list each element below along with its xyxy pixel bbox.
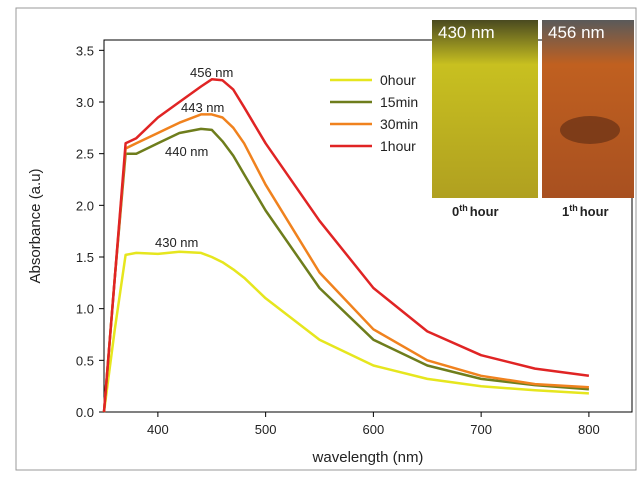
y-tick-label: 2.0 bbox=[76, 198, 94, 213]
y-tick-label: 0.5 bbox=[76, 353, 94, 368]
series-line bbox=[102, 78, 590, 413]
y-tick-label: 1.0 bbox=[76, 302, 94, 317]
y-axis-label: Absorbance (a.u) bbox=[27, 168, 44, 283]
series-line bbox=[102, 113, 589, 413]
peak-annotation: 443 nm bbox=[181, 100, 224, 115]
caption-sup: th bbox=[569, 203, 578, 213]
x-tick-label: 800 bbox=[578, 422, 600, 437]
peak-annotation: 440 nm bbox=[165, 144, 208, 159]
inset-caption: 1th hour bbox=[562, 203, 609, 219]
legend-label: 1hour bbox=[380, 138, 416, 154]
y-tick-label: 3.5 bbox=[76, 43, 94, 58]
caption-rest: hour bbox=[470, 204, 499, 219]
caption-base: 0 bbox=[452, 204, 459, 219]
inset-stir-bar bbox=[560, 116, 620, 144]
y-tick-label: 1.5 bbox=[76, 250, 94, 265]
inset-label: 456 nm bbox=[548, 23, 605, 42]
x-axis-label: wavelength (nm) bbox=[312, 449, 424, 466]
series-line bbox=[102, 127, 589, 413]
y-tick-label: 0.0 bbox=[76, 405, 94, 420]
outer-border bbox=[15, 7, 637, 471]
x-tick-label: 400 bbox=[147, 422, 169, 437]
x-tick-label: 700 bbox=[470, 422, 492, 437]
peak-annotation: 430 nm bbox=[155, 235, 198, 250]
legend-label: 0hour bbox=[380, 72, 416, 88]
peak-annotation: 456 nm bbox=[190, 65, 233, 80]
caption-rest: hour bbox=[580, 204, 609, 219]
legend-label: 15min bbox=[380, 94, 418, 110]
y-tick-label: 3.0 bbox=[76, 95, 94, 110]
legend-label: 30min bbox=[380, 116, 418, 132]
plot-frame bbox=[103, 39, 633, 413]
caption-sup: th bbox=[459, 203, 468, 213]
caption-base: 1 bbox=[562, 204, 569, 219]
inset-label: 430 nm bbox=[438, 23, 495, 42]
y-tick-label: 2.5 bbox=[76, 147, 94, 162]
series-line bbox=[102, 250, 589, 413]
inset-photo-yellow bbox=[432, 20, 538, 198]
x-tick-label: 600 bbox=[363, 422, 385, 437]
inset-photo-red bbox=[542, 20, 634, 198]
inset-caption: 0th hour bbox=[452, 203, 499, 219]
x-tick-label: 500 bbox=[255, 422, 277, 437]
